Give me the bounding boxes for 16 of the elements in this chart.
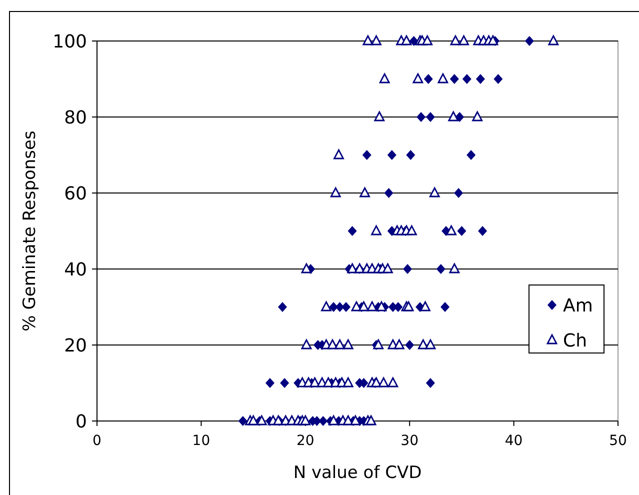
legend-label: Ch — [563, 330, 587, 352]
x-tick-label: 30 — [400, 433, 419, 449]
x-tick-label: 40 — [504, 433, 523, 449]
y-tick-label: 0 — [76, 411, 87, 432]
y-tick-label: 60 — [64, 183, 87, 204]
y-tick-label: 40 — [64, 259, 87, 280]
y-tick-label: 100 — [52, 31, 87, 52]
legend-label: Am — [563, 295, 593, 316]
y-tick-label: 80 — [64, 107, 87, 128]
x-tick-label: 50 — [609, 433, 627, 449]
y-tick-label: 20 — [64, 335, 87, 356]
x-tick-label: 20 — [296, 433, 314, 449]
x-axis-title: N value of CVD — [293, 463, 422, 483]
y-axis-title: % Geminate Responses — [20, 130, 40, 332]
x-tick-label: 10 — [192, 433, 210, 449]
x-tick-label: 0 — [92, 433, 102, 449]
